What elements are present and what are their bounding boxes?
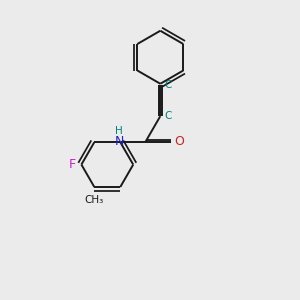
- Text: H: H: [115, 126, 123, 136]
- Text: C: C: [164, 80, 172, 90]
- Text: C: C: [164, 111, 172, 121]
- Text: O: O: [174, 135, 184, 148]
- Text: N: N: [114, 135, 124, 148]
- Text: F: F: [69, 158, 76, 171]
- Text: CH₃: CH₃: [85, 195, 104, 205]
